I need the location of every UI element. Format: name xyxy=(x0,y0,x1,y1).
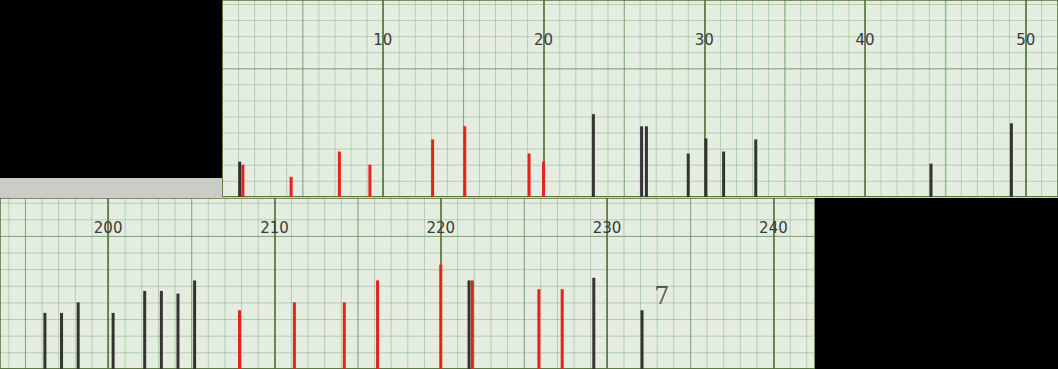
svg-text:220: 220 xyxy=(426,219,455,237)
svg-text:240: 240 xyxy=(759,219,788,237)
svg-text:230: 230 xyxy=(593,219,622,237)
svg-text:40: 40 xyxy=(856,31,875,49)
svg-text:200: 200 xyxy=(94,219,123,237)
svg-text:30: 30 xyxy=(695,31,714,49)
svg-text:20: 20 xyxy=(534,31,553,49)
svg-text:50: 50 xyxy=(1016,31,1035,49)
svg-text:10: 10 xyxy=(373,31,392,49)
svg-text:7: 7 xyxy=(654,282,669,310)
svg-text:210: 210 xyxy=(260,219,289,237)
